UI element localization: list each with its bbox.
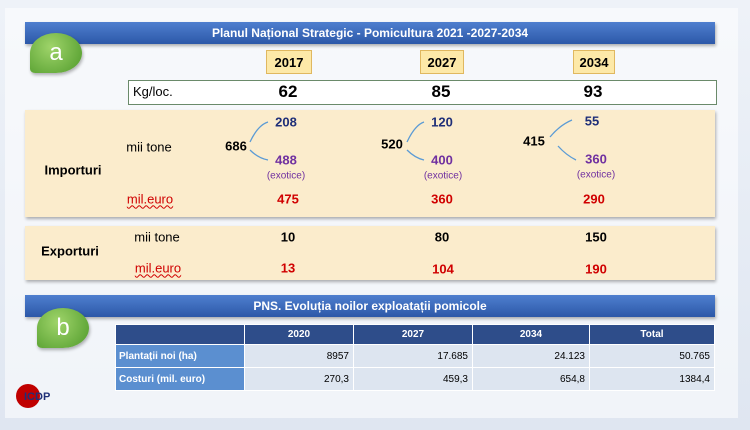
import-euro: 475 (277, 191, 299, 207)
import-total: 415 (523, 133, 545, 149)
import-exotic: 400 (431, 152, 453, 168)
header-cell: 2020 (244, 324, 354, 345)
row-label: mii tone (126, 139, 172, 155)
year-label: 2034 (573, 50, 615, 74)
arrow (406, 149, 425, 161)
cell: 270,3 (244, 367, 354, 391)
cell: 1384,4 (589, 367, 715, 391)
row-label: Importuri (44, 162, 102, 178)
row-label: mil.euro (134, 260, 182, 276)
row-label: Costuri (mil. euro) (115, 367, 245, 391)
import-split: 208 (275, 114, 297, 130)
year-label: 2017 (266, 50, 312, 74)
kg-value: 85 (431, 82, 451, 101)
section-title: PNS. Evoluția noilor exploatații pomicol… (25, 295, 715, 317)
header-cell: 2027 (353, 324, 473, 345)
badge: b (37, 308, 89, 348)
note: (exotice) (266, 170, 306, 182)
import-euro: 360 (431, 191, 453, 207)
import-exotic: 360 (585, 151, 607, 167)
import-total: 686 (225, 138, 247, 154)
header-cell: Total (589, 324, 715, 345)
year-label: 2027 (420, 50, 464, 74)
export-mii: 80 (434, 229, 450, 245)
row-label: Kg/loc. (133, 84, 173, 99)
export-mii: 150 (585, 229, 607, 245)
exports-panel (25, 226, 715, 280)
import-exotic: 488 (275, 152, 297, 168)
header-cell (115, 324, 245, 345)
export-mii: 10 (280, 229, 296, 245)
kg-row (128, 80, 717, 105)
kg-value: 62 (278, 82, 298, 101)
row-label: mii tone (134, 229, 180, 245)
import-split: 120 (431, 114, 453, 130)
header-cell: 2034 (472, 324, 590, 345)
cell: 654,8 (472, 367, 590, 391)
import-total: 520 (381, 136, 403, 152)
cell: 17.685 (353, 344, 473, 368)
table-row: Plantații noi (ha) 8957 17.685 24.123 50… (115, 344, 715, 368)
arrow (557, 145, 577, 161)
row-label: mil.euro (126, 191, 174, 207)
logo: ICDP (24, 391, 51, 403)
logo-mark (16, 384, 40, 408)
table-row: Costuri (mil. euro) 270,3 459,3 654,8 13… (115, 367, 715, 391)
note: (exotice) (423, 170, 463, 182)
arrow (249, 121, 269, 143)
cell: 50.765 (589, 344, 715, 368)
cell: 459,3 (353, 367, 473, 391)
cell: 24.123 (472, 344, 590, 368)
import-split: 55 (584, 113, 600, 129)
cell: 8957 (244, 344, 354, 368)
export-euro: 13 (280, 260, 296, 276)
arrow (549, 119, 573, 138)
export-euro: 104 (432, 261, 454, 277)
arrow (406, 121, 425, 143)
imports-panel (25, 110, 715, 217)
section-title: Planul Național Strategic - Pomicultura … (25, 22, 715, 44)
import-euro: 290 (583, 191, 605, 207)
kg-value: 93 (583, 82, 603, 101)
note: (exotice) (576, 169, 616, 181)
table-header: 2020 2027 2034 Total (115, 324, 715, 345)
row-label: Exporturi (41, 243, 99, 259)
arrow (249, 149, 269, 161)
export-euro: 190 (585, 261, 607, 277)
row-label: Plantații noi (ha) (115, 344, 245, 368)
badge: a (30, 33, 82, 73)
table: 2020 2027 2034 Total Plantații noi (ha) … (115, 324, 715, 391)
